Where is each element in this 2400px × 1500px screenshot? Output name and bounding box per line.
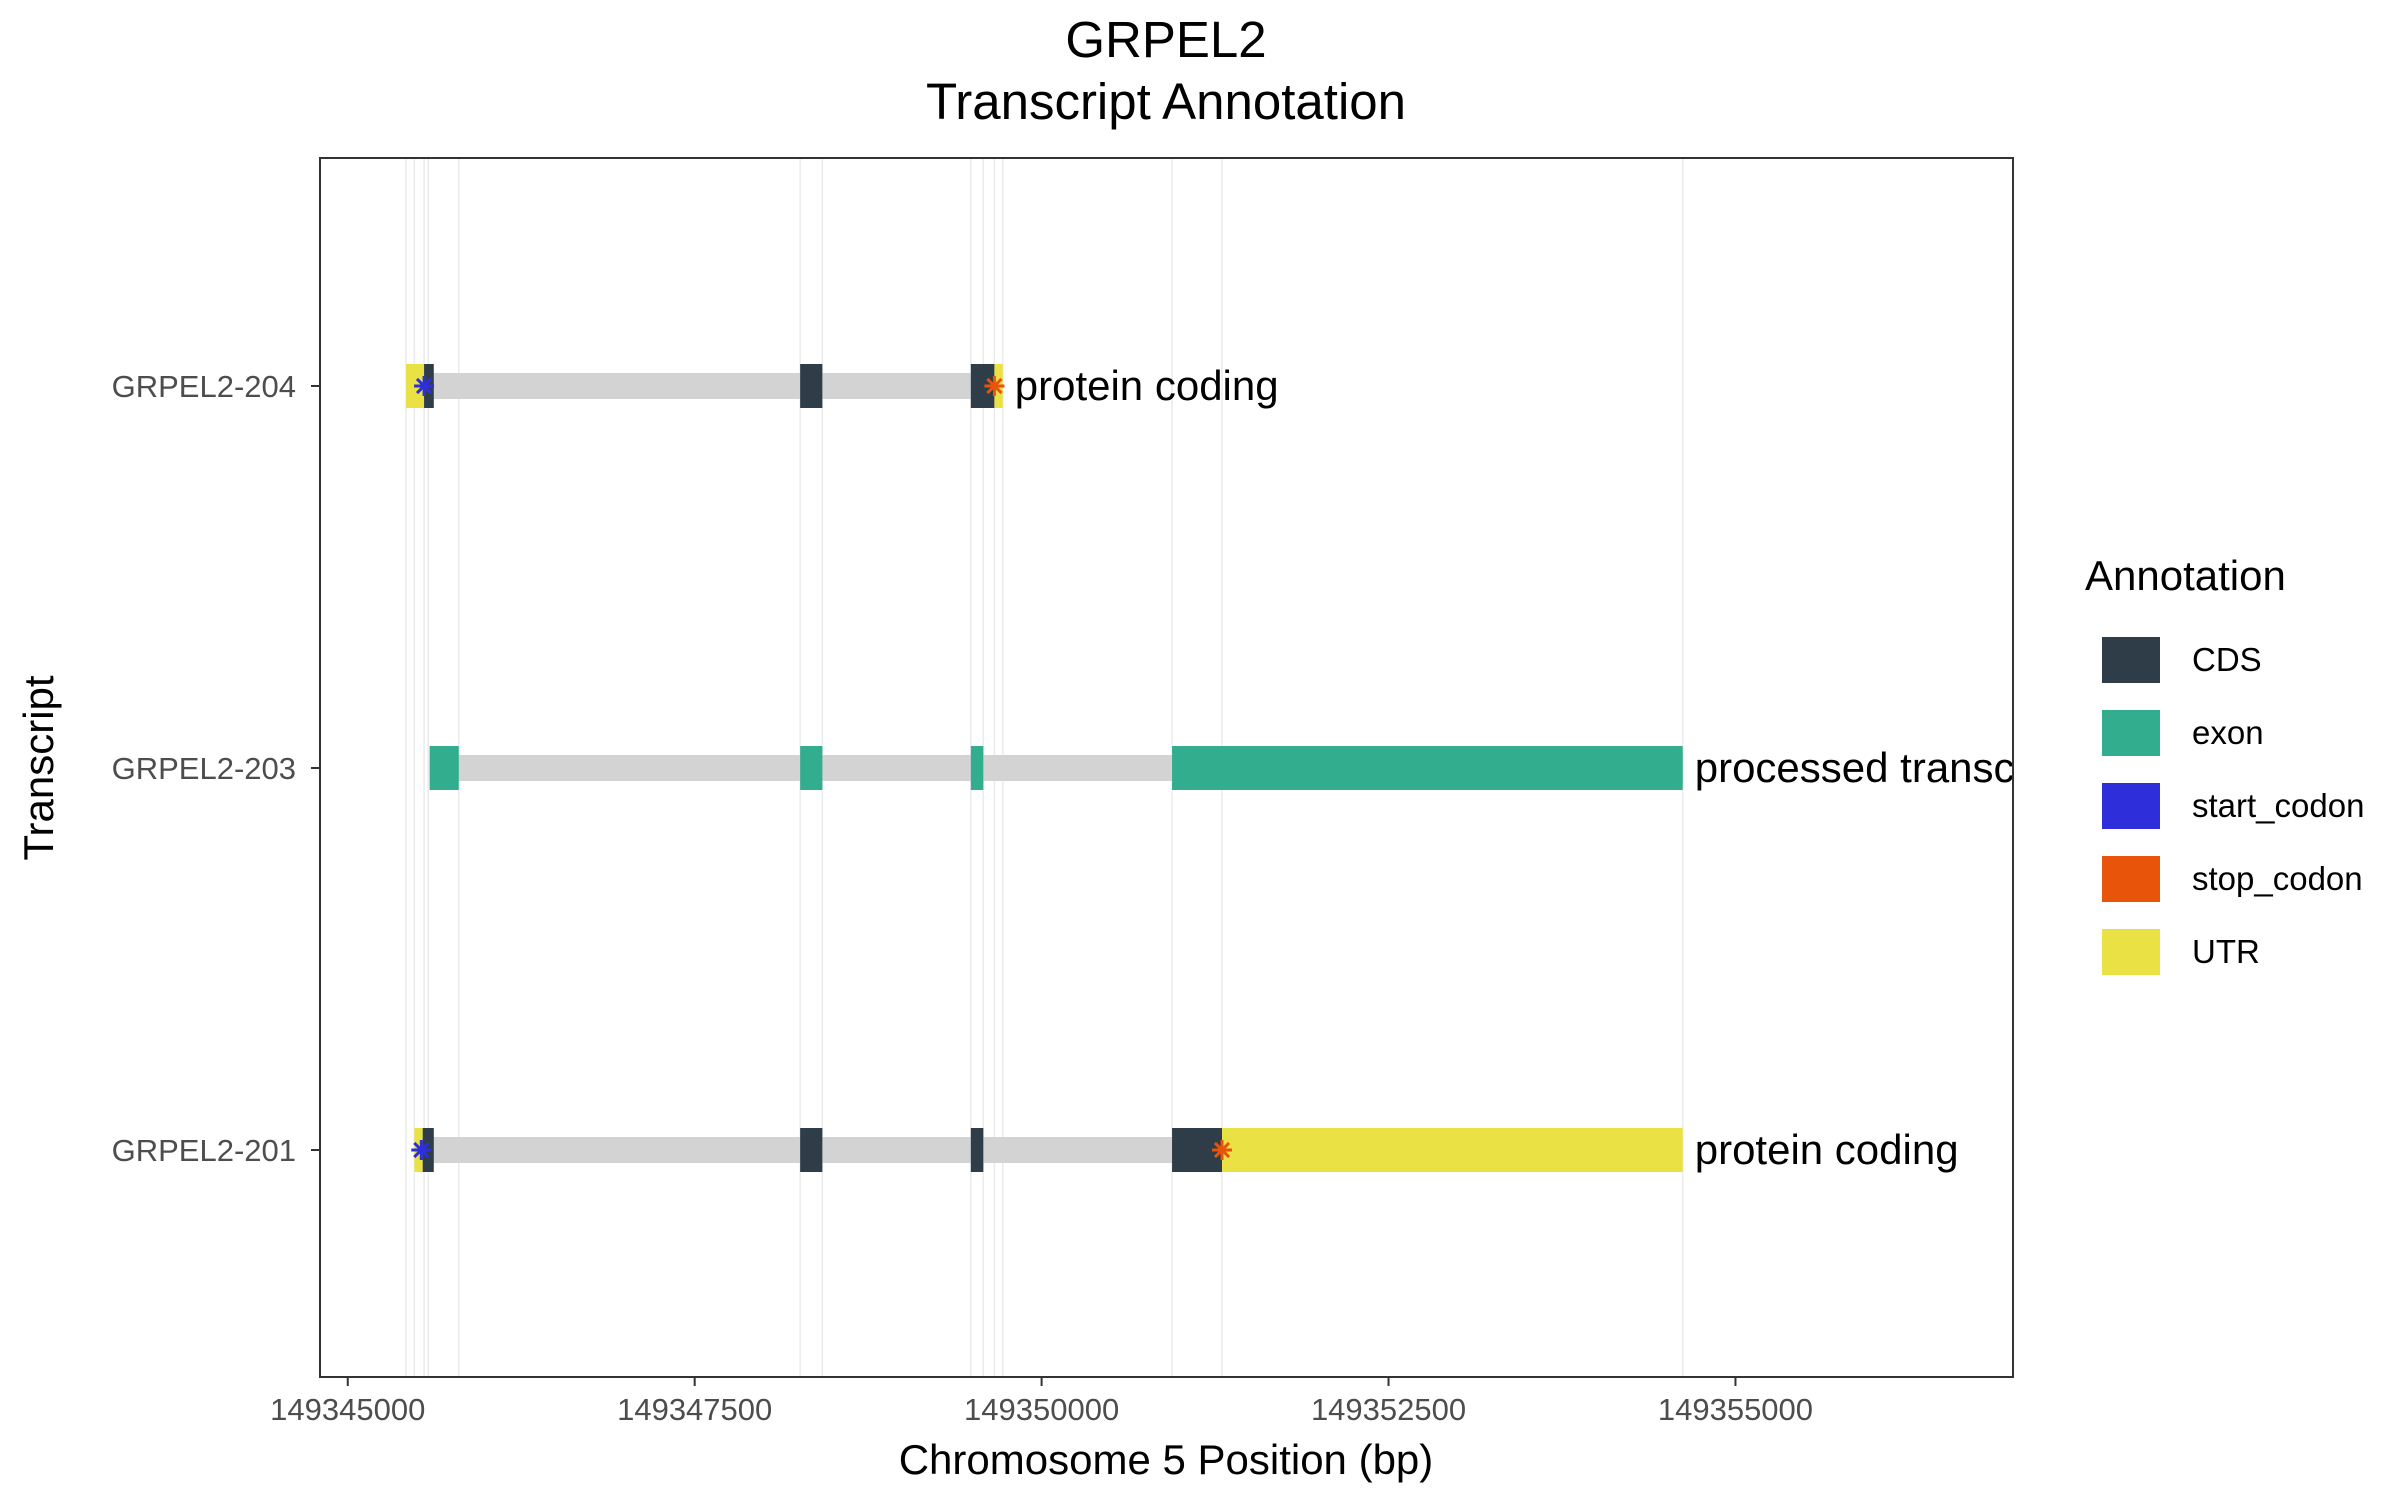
feature-cds	[800, 1128, 823, 1172]
marker-stroke	[986, 377, 1003, 395]
y-axis-label: Transcript	[15, 675, 62, 860]
feature-utr	[1222, 1128, 1683, 1172]
start-codon-marker	[411, 1140, 432, 1160]
transcript-track: processed transcript	[429, 744, 2073, 791]
legend: Annotation CDS exon start_codon stop_codon U…	[2085, 552, 2364, 975]
legend-item-label: start_codon	[2192, 787, 2364, 824]
legend-item-label: stop_codon	[2192, 860, 2363, 897]
y-tick-label: GRPEL2-203	[112, 751, 296, 786]
feature-cds	[970, 1128, 984, 1172]
transcript-biotype-label: protein coding	[1015, 362, 1279, 409]
chart-title-line-2: Transcript Annotation	[926, 73, 1406, 130]
feature-exon	[800, 746, 823, 790]
transcript-tracks: protein coding processed transcript protei…	[406, 362, 2073, 1173]
feature-exon	[970, 746, 984, 790]
chart-title-line-1: GRPEL2	[1065, 11, 1266, 68]
x-axis-label: Chromosome 5 Position (bp)	[899, 1436, 1434, 1483]
x-tick-label: 149352500	[1311, 1392, 1466, 1427]
legend-title: Annotation	[2085, 552, 2286, 599]
x-tick-label: 149350000	[964, 1392, 1119, 1427]
x-axis: 149345000 149347500 149350000 149352500 1493…	[270, 1377, 1813, 1427]
legend-item-label: CDS	[2192, 641, 2262, 678]
y-tick-label: GRPEL2-204	[112, 369, 296, 404]
marker-stroke	[413, 1141, 430, 1159]
start-codon-marker	[414, 376, 435, 396]
x-tick-label: 149345000	[270, 1392, 425, 1427]
legend-item-label: UTR	[2192, 933, 2260, 970]
feature-cds	[970, 364, 995, 408]
x-tick-label: 149355000	[1658, 1392, 1813, 1427]
legend-swatch	[2102, 929, 2160, 975]
marker-stroke	[415, 377, 433, 395]
y-axis: GRPEL2-204 GRPEL2-203 GRPEL2-201	[112, 369, 320, 1168]
stop-codon-marker	[1212, 1140, 1233, 1160]
legend-swatch	[2102, 783, 2160, 829]
feature-exon	[1172, 746, 1683, 790]
stop-codon-marker	[984, 376, 1005, 396]
transcript-biotype-label: protein coding	[1695, 1126, 1959, 1173]
transcript-biotype-label: processed transcript	[1695, 744, 2073, 791]
marker-stroke	[1213, 1141, 1231, 1159]
legend-item-label: exon	[2192, 714, 2264, 751]
intron-bar	[406, 373, 1003, 399]
legend-swatch	[2102, 637, 2160, 683]
x-tick-label: 149347500	[617, 1392, 772, 1427]
feature-exon	[429, 746, 459, 790]
feature-cds	[800, 364, 823, 408]
legend-swatch	[2102, 856, 2160, 902]
transcript-track: protein coding	[411, 1126, 1959, 1173]
legend-swatch	[2102, 710, 2160, 756]
y-tick-label: GRPEL2-201	[112, 1133, 296, 1168]
transcript-track: protein coding	[406, 362, 1279, 409]
